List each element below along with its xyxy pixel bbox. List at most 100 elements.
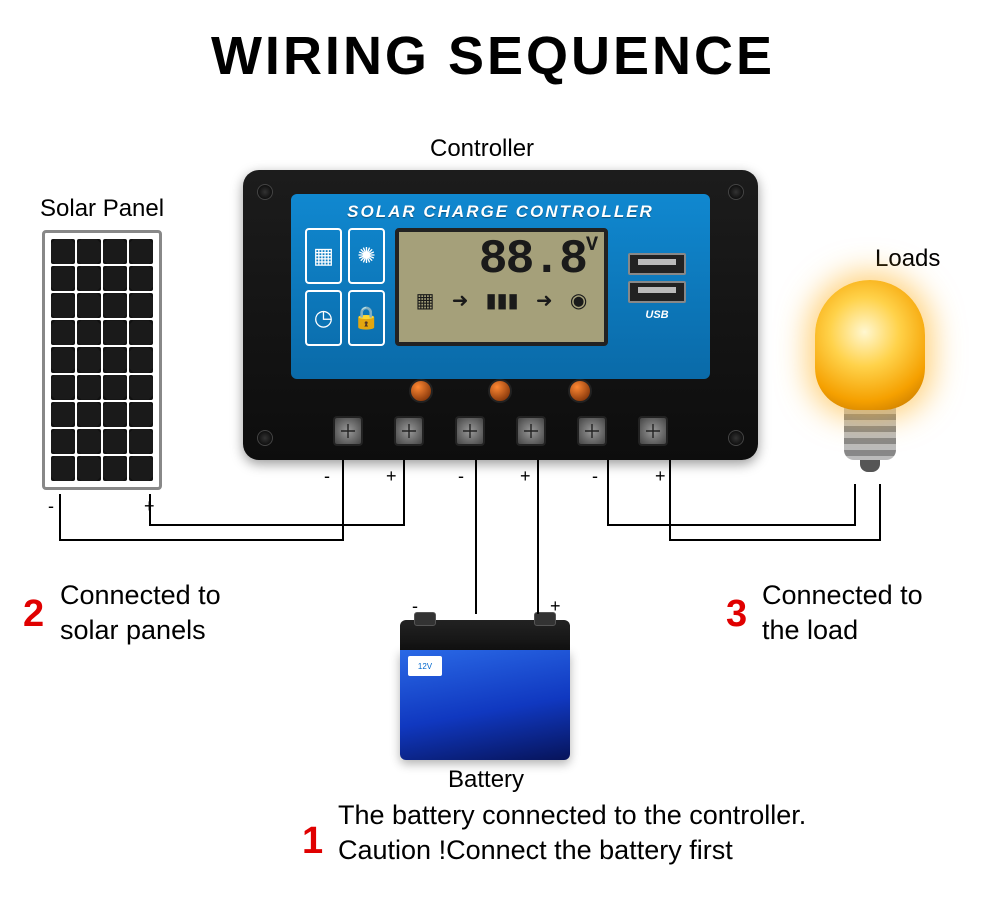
solar-cell bbox=[129, 239, 153, 264]
lcd-flow-icon: ◉ bbox=[570, 288, 587, 313]
solar-cell bbox=[129, 456, 153, 481]
minus-mark: - bbox=[48, 496, 54, 517]
solar-cell bbox=[77, 320, 101, 345]
solar-cell bbox=[51, 239, 75, 264]
solar-cell bbox=[51, 266, 75, 291]
solar-cell bbox=[129, 347, 153, 372]
solar-cell bbox=[51, 429, 75, 454]
plus-mark: + bbox=[550, 596, 561, 617]
terminal-screw-icon bbox=[516, 416, 546, 446]
battery: 12V bbox=[400, 620, 570, 760]
controller-button[interactable] bbox=[568, 379, 592, 403]
solar-cell bbox=[129, 293, 153, 318]
lcd-flow-icon: ▮▮▮ bbox=[486, 288, 519, 313]
battery-sticker: 12V bbox=[408, 656, 442, 676]
solar-cell bbox=[77, 375, 101, 400]
minus-mark: - bbox=[592, 466, 598, 487]
terminal-screw-icon bbox=[455, 416, 485, 446]
lcd-value: 88.8V bbox=[407, 236, 596, 284]
solar-cell bbox=[77, 347, 101, 372]
controller: SOLAR CHARGE CONTROLLER ▦ ✺ ◷ 🔒 88.8V ▦ ➜… bbox=[243, 170, 758, 460]
solar-panel bbox=[42, 230, 162, 490]
plus-mark: + bbox=[386, 466, 397, 487]
solar-cell bbox=[51, 456, 75, 481]
solar-cell bbox=[77, 239, 101, 264]
lcd-flow-icon: ▦ bbox=[416, 288, 435, 313]
clock-mode-icon: ◷ bbox=[305, 290, 342, 346]
solar-cell bbox=[51, 375, 75, 400]
solar-cell bbox=[77, 402, 101, 427]
lcd-flow-icon: ➜ bbox=[452, 288, 469, 313]
plus-mark: + bbox=[655, 466, 666, 487]
solar-cell bbox=[103, 456, 127, 481]
solar-cell bbox=[103, 429, 127, 454]
controller-face: SOLAR CHARGE CONTROLLER ▦ ✺ ◷ 🔒 88.8V ▦ ➜… bbox=[291, 194, 710, 379]
solar-cell bbox=[103, 402, 127, 427]
solar-cell bbox=[103, 347, 127, 372]
solar-cell bbox=[129, 320, 153, 345]
terminal-bar bbox=[333, 416, 668, 450]
terminal-screw-icon bbox=[577, 416, 607, 446]
solar-cell bbox=[77, 429, 101, 454]
bulb-glass-icon bbox=[815, 280, 925, 410]
solar-cell bbox=[129, 375, 153, 400]
minus-mark: - bbox=[412, 596, 418, 617]
step-text: The battery connected to the controller.… bbox=[338, 798, 898, 868]
solar-cell bbox=[51, 347, 75, 372]
controller-button[interactable] bbox=[409, 379, 433, 403]
solar-cell bbox=[51, 320, 75, 345]
solar-cell bbox=[103, 375, 127, 400]
battery-label: Battery bbox=[448, 766, 524, 794]
solar-cell bbox=[103, 320, 127, 345]
usb-ports: USB bbox=[618, 228, 696, 346]
step-number: 1 bbox=[302, 820, 323, 863]
controller-label: Controller bbox=[430, 135, 534, 163]
lock-mode-icon: 🔒 bbox=[348, 290, 385, 346]
lcd-flow-icon: ➜ bbox=[536, 288, 553, 313]
usb-label: USB bbox=[645, 309, 668, 321]
gear-mode-icon: ✺ bbox=[348, 228, 385, 284]
bulb-base-icon bbox=[844, 408, 896, 460]
controller-buttons bbox=[291, 379, 710, 405]
battery-top bbox=[400, 620, 570, 650]
minus-mark: - bbox=[324, 466, 330, 487]
lcd-flow-icons: ▦ ➜ ▮▮▮ ➜ ◉ bbox=[407, 288, 596, 313]
solar-cell bbox=[103, 239, 127, 264]
controller-button[interactable] bbox=[488, 379, 512, 403]
mount-hole-icon bbox=[728, 430, 744, 446]
step-number: 3 bbox=[726, 593, 747, 636]
wire bbox=[150, 460, 404, 525]
usb-port-icon bbox=[628, 281, 686, 303]
battery-body: 12V bbox=[400, 650, 570, 760]
mount-hole-icon bbox=[257, 184, 273, 200]
solar-cell bbox=[51, 402, 75, 427]
solar-cell bbox=[77, 266, 101, 291]
step-text: Connected to the load bbox=[762, 578, 982, 648]
plus-mark: + bbox=[520, 466, 531, 487]
panel-mode-icon: ▦ bbox=[305, 228, 342, 284]
light-bulb bbox=[810, 280, 930, 480]
step-text: Connected to solar panels bbox=[60, 578, 280, 648]
terminal-screw-icon bbox=[638, 416, 668, 446]
terminal-screw-icon bbox=[394, 416, 424, 446]
usb-port-icon bbox=[628, 253, 686, 275]
page-title: WIRING SEQUENCE bbox=[0, 25, 986, 87]
solar-cell bbox=[129, 402, 153, 427]
solar-cell bbox=[77, 293, 101, 318]
solar-cell bbox=[51, 293, 75, 318]
plus-mark: + bbox=[144, 496, 155, 517]
solar-cell bbox=[103, 293, 127, 318]
controller-mode-icons: ▦ ✺ ◷ 🔒 bbox=[305, 228, 385, 346]
bulb-tip-icon bbox=[860, 460, 880, 472]
mount-hole-icon bbox=[257, 430, 273, 446]
solar-cell bbox=[129, 266, 153, 291]
solar-cell bbox=[103, 266, 127, 291]
mount-hole-icon bbox=[728, 184, 744, 200]
step-number: 2 bbox=[23, 593, 44, 636]
terminal-screw-icon bbox=[333, 416, 363, 446]
solar-panel-label: Solar Panel bbox=[40, 195, 164, 223]
minus-mark: - bbox=[458, 466, 464, 487]
solar-cell bbox=[129, 429, 153, 454]
controller-title: SOLAR CHARGE CONTROLLER bbox=[305, 202, 696, 222]
solar-panel-grid bbox=[51, 239, 153, 481]
